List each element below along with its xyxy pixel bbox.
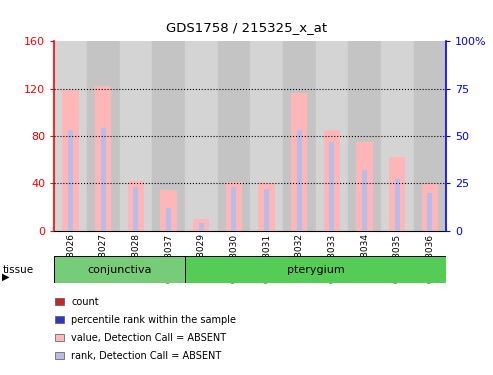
Text: value, Detection Call = ABSENT: value, Detection Call = ABSENT <box>71 333 227 343</box>
Bar <box>258 183 275 231</box>
Bar <box>231 187 236 231</box>
Bar <box>291 93 307 231</box>
Bar <box>329 142 334 231</box>
Bar <box>160 190 176 231</box>
Bar <box>199 223 204 231</box>
Text: pterygium: pterygium <box>286 265 345 274</box>
Bar <box>362 170 367 231</box>
Text: percentile rank within the sample: percentile rank within the sample <box>71 315 237 325</box>
Text: conjunctiva: conjunctiva <box>87 265 152 274</box>
Bar <box>316 41 348 231</box>
Bar <box>217 41 250 231</box>
Bar <box>324 130 340 231</box>
Bar <box>68 130 73 231</box>
Bar <box>55 352 64 360</box>
Text: tissue: tissue <box>2 265 34 274</box>
Bar <box>185 41 217 231</box>
Bar <box>226 182 242 231</box>
Text: rank, Detection Call = ABSENT: rank, Detection Call = ABSENT <box>71 351 222 361</box>
Text: GDS1758 / 215325_x_at: GDS1758 / 215325_x_at <box>166 21 327 34</box>
Bar <box>185 256 446 283</box>
Bar <box>348 41 381 231</box>
Bar <box>250 41 283 231</box>
Bar <box>101 128 106 231</box>
Bar <box>54 41 87 231</box>
Bar <box>87 41 119 231</box>
Bar <box>134 187 139 231</box>
Bar <box>356 142 373 231</box>
Bar <box>55 316 64 324</box>
Bar <box>119 41 152 231</box>
Bar <box>152 41 185 231</box>
Bar <box>128 181 144 231</box>
Bar <box>55 334 64 342</box>
Bar <box>395 180 400 231</box>
Bar <box>63 90 79 231</box>
Bar <box>283 41 316 231</box>
Bar <box>297 130 302 231</box>
Bar <box>193 219 210 231</box>
Bar <box>389 157 405 231</box>
Bar <box>414 41 446 231</box>
Bar <box>55 298 64 306</box>
Text: count: count <box>71 297 99 307</box>
Bar <box>95 86 111 231</box>
Bar <box>54 256 185 283</box>
Text: ▶: ▶ <box>2 272 10 282</box>
Bar <box>427 193 432 231</box>
Bar <box>381 41 414 231</box>
Bar <box>264 189 269 231</box>
Bar <box>422 184 438 231</box>
Bar <box>166 208 171 231</box>
